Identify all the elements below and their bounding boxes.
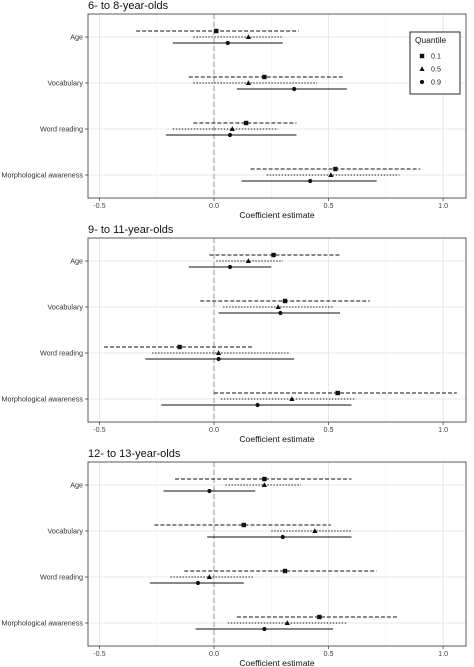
point-morphological-awareness-q0-5 (289, 396, 295, 401)
panel-border (87, 13, 467, 199)
panel-6-to-8-year-olds: 6- to 8-year-olds Age Vocabulary Word readi… (1, 0, 467, 220)
x-tick-label: -0.5 (93, 425, 105, 434)
category-label-vocabulary: Vocabulary (47, 527, 83, 536)
plot-area (88, 14, 466, 198)
point-morphological-awareness-q0-1 (333, 166, 338, 172)
series-quantile-0-5 (172, 34, 400, 177)
point-vocabulary-q0-1 (262, 74, 267, 80)
point-age-q0-1 (271, 252, 276, 258)
panel-title: 6- to 8-year-olds (88, 0, 169, 12)
point-age-q0-9 (225, 40, 230, 46)
point-word-reading-q0-9 (195, 580, 201, 586)
point-word-reading-q0-5 (215, 350, 222, 355)
category-label-age: Age (70, 257, 83, 266)
point-vocabulary-q0-5 (275, 304, 281, 309)
legend-key-0-5 (419, 66, 425, 71)
legend-title: Quantile (415, 35, 447, 45)
point-age-q0-1 (214, 28, 219, 34)
point-morphological-awareness-q0-1 (317, 614, 322, 620)
x-tick-label: 0.5 (324, 649, 334, 658)
category-label-word-reading: Word reading (40, 573, 83, 582)
series-quantile-0-1 (136, 28, 421, 172)
point-morphological-awareness-q0-5 (328, 172, 334, 177)
category-label-word-reading: Word reading (40, 349, 83, 358)
category-label-morphological-awareness: Morphological awareness (1, 171, 83, 180)
point-word-reading-q0-1 (177, 344, 182, 350)
series-quantile-0-5 (152, 258, 357, 401)
panel-title: 9- to 11-year-olds (88, 224, 174, 236)
x-axis-title: Coefficient estimate (239, 658, 315, 667)
point-age-q0-5 (261, 482, 267, 487)
point-vocabulary-q0-5 (312, 528, 318, 533)
legend-label-0-1: 0.1 (431, 52, 441, 61)
point-word-reading-q0-5 (206, 574, 213, 579)
category-label-vocabulary: Vocabulary (47, 79, 83, 88)
legend-label-0-9: 0.9 (431, 78, 441, 87)
category-label-morphological-awareness: Morphological awareness (1, 619, 83, 628)
point-word-reading-q0-5 (229, 126, 235, 131)
panel-border (87, 461, 467, 647)
category-label-morphological-awareness: Morphological awareness (1, 395, 83, 404)
category-label-age: Age (70, 33, 83, 42)
point-age-q0-9 (207, 488, 212, 494)
series-quantile-0-9 (145, 264, 352, 408)
x-tick-label: -0.5 (93, 201, 105, 210)
point-morphological-awareness-q0-9 (255, 402, 260, 408)
point-age-q0-5 (245, 258, 251, 263)
panel-title: 12- to 13-year-olds (88, 448, 181, 460)
x-axis-title: Coefficient estimate (239, 210, 315, 220)
point-vocabulary-q0-9 (292, 86, 297, 92)
x-tick-label: 0.5 (324, 425, 334, 434)
series-quantile-0-9 (149, 488, 352, 632)
panel-9-to-11-year-olds: 9- to 11-year-olds Age Vocabulary Word read… (1, 224, 467, 444)
point-morphological-awareness-q0-1 (335, 390, 340, 396)
point-morphological-awareness-q0-9 (262, 626, 267, 632)
point-age-q0-1 (262, 476, 267, 482)
series-quantile-0-1 (104, 252, 457, 396)
plot-area (88, 462, 466, 646)
point-word-reading-q0-1 (282, 568, 288, 574)
point-word-reading-q0-1 (243, 120, 249, 126)
point-word-reading-q0-9 (227, 132, 233, 138)
x-tick-label: 0.5 (324, 201, 334, 210)
legend-box (409, 31, 461, 95)
x-axis-title: Coefficient estimate (239, 434, 315, 444)
point-age-q0-9 (227, 264, 233, 270)
x-tick-label: 0.0 (209, 425, 219, 434)
panel-border (87, 237, 467, 423)
series-quantile-0-1 (154, 476, 398, 620)
point-morphological-awareness-q0-9 (308, 178, 313, 184)
panel-12-to-13-year-olds: 12- to 13-year-olds Age Vocabulary Word rea… (1, 448, 467, 667)
legend-label-0-5: 0.5 (431, 65, 441, 74)
legend: Quantile 0.1 0.5 0.9 (409, 31, 461, 95)
category-label-age: Age (70, 481, 83, 490)
point-vocabulary-q0-9 (278, 310, 283, 316)
legend-key-0-1 (419, 53, 425, 59)
x-tick-label: -0.5 (93, 649, 105, 658)
series-quantile-0-5 (170, 482, 352, 625)
x-tick-label: 1.0 (438, 649, 448, 658)
point-morphological-awareness-q0-5 (284, 620, 290, 625)
series-quantile-0-9 (165, 40, 377, 184)
point-vocabulary-q0-5 (245, 80, 251, 85)
category-label-vocabulary: Vocabulary (47, 303, 83, 312)
x-tick-label: 1.0 (438, 201, 448, 210)
point-word-reading-q0-9 (216, 356, 221, 362)
point-age-q0-5 (245, 34, 251, 39)
legend-key-0-9 (419, 79, 425, 85)
plot-area (88, 238, 466, 422)
point-vocabulary-q0-9 (280, 534, 285, 540)
x-tick-label: 0.0 (209, 201, 219, 210)
point-vocabulary-q0-1 (282, 298, 288, 304)
x-tick-label: 0.0 (209, 649, 219, 658)
point-vocabulary-q0-1 (241, 522, 246, 528)
category-label-word-reading: Word reading (40, 125, 83, 134)
x-tick-label: 1.0 (438, 425, 448, 434)
